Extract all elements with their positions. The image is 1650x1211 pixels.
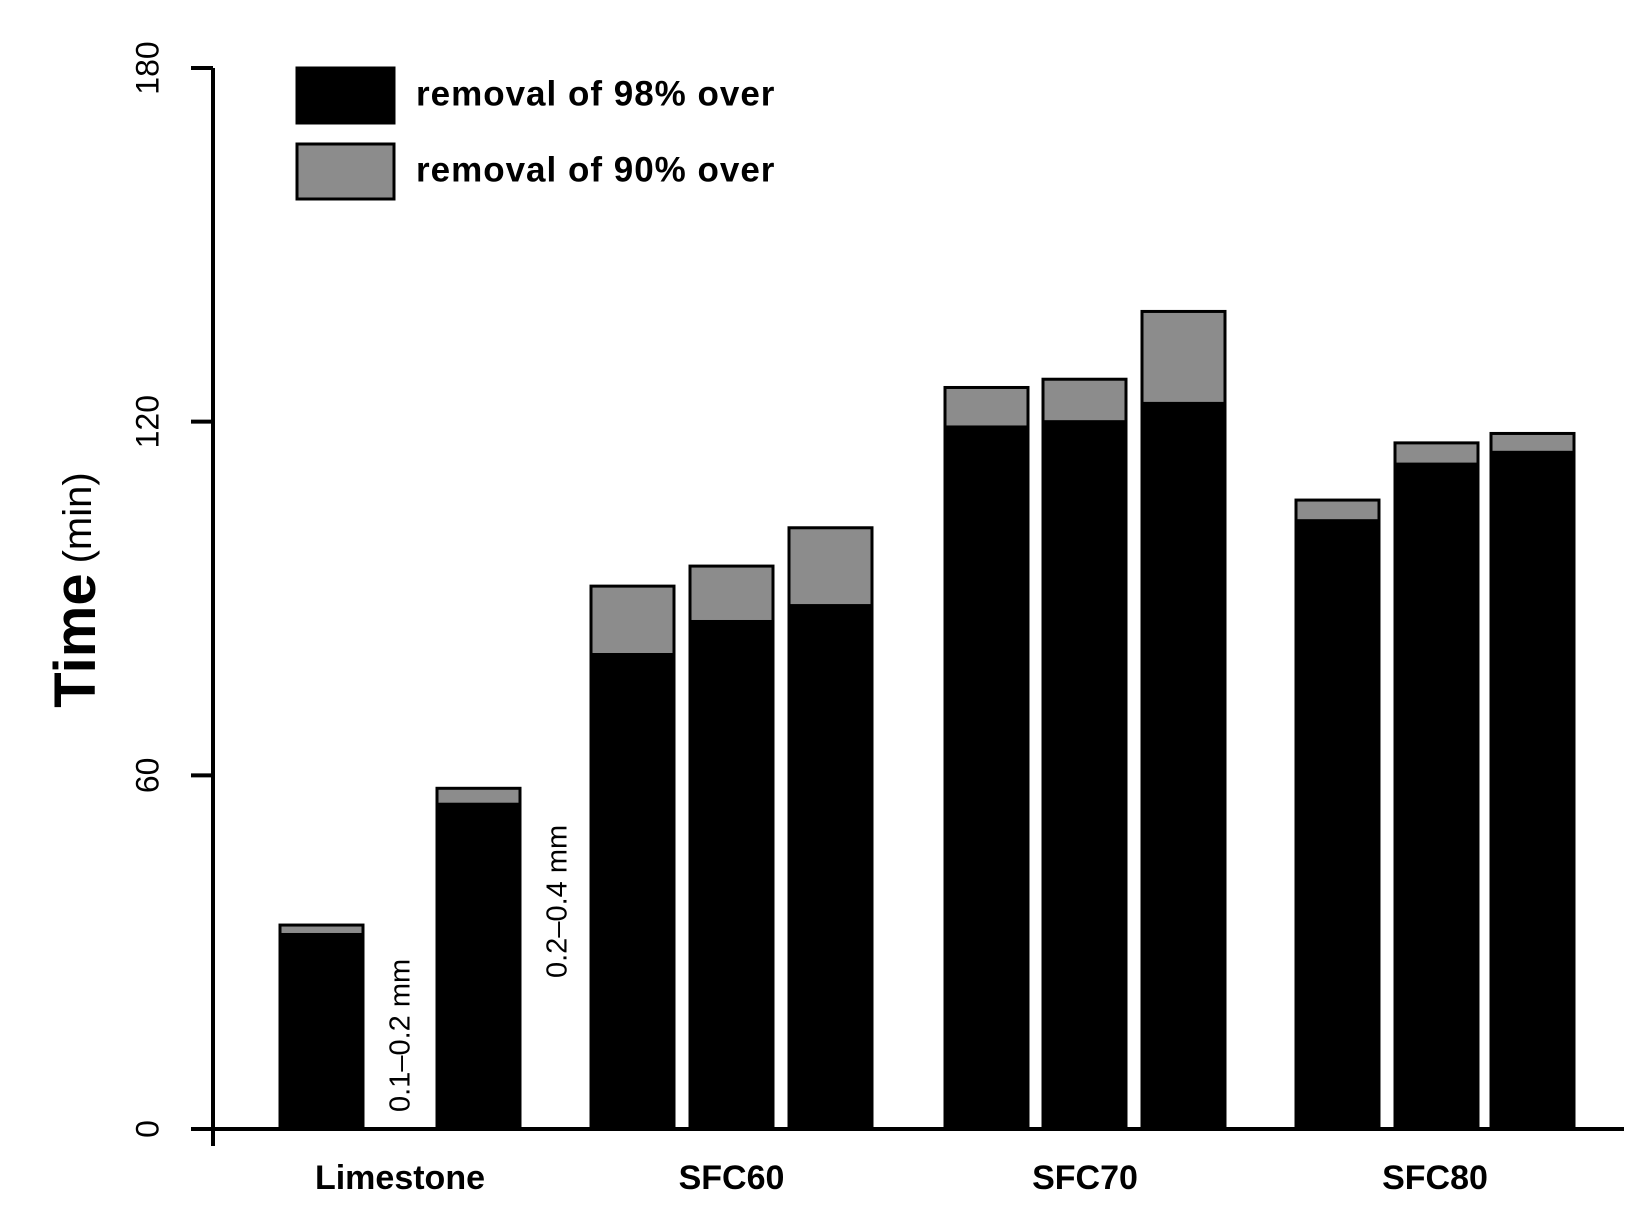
bar-segment xyxy=(1140,309,1227,405)
bar-segment xyxy=(1140,401,1227,1131)
y-axis-label: Time (min) xyxy=(43,472,108,707)
bar-segment xyxy=(1294,519,1381,1131)
bar-segment xyxy=(435,802,522,1131)
bar-segment xyxy=(787,526,874,608)
bar-segment xyxy=(1294,498,1381,523)
y-tick-label: 180 xyxy=(129,41,165,94)
x-tick-label: SFC80 xyxy=(1382,1159,1488,1197)
bar-segment xyxy=(1041,420,1128,1131)
bar-segment xyxy=(589,652,676,1131)
bar-segment xyxy=(688,619,775,1131)
bar-segment xyxy=(688,564,775,623)
bar-segment xyxy=(1489,431,1576,454)
bar-segment xyxy=(278,923,365,936)
x-tick-label: SFC60 xyxy=(679,1159,785,1197)
y-label-main: Time xyxy=(43,573,108,707)
y-tick-label: 120 xyxy=(129,395,165,448)
legend-label: removal of 98% over xyxy=(416,74,775,113)
bar-segment xyxy=(787,604,874,1131)
y-tick-label: 0 xyxy=(129,1120,165,1138)
legend-label: removal of 90% over xyxy=(416,150,775,189)
x-tick-label: SFC70 xyxy=(1032,1159,1138,1197)
y-label-unit: (min) xyxy=(56,472,100,563)
bar-segment xyxy=(1489,450,1576,1131)
x-tick-label: Limestone xyxy=(315,1159,485,1197)
legend-swatch xyxy=(295,66,396,125)
annotation: 0.2–0.4 mm xyxy=(542,825,574,978)
legend-swatch xyxy=(295,142,396,201)
annotation: 0.1–0.2 mm xyxy=(385,959,417,1112)
bar-segment xyxy=(435,786,522,806)
bar-segment xyxy=(589,584,676,656)
bar-segment xyxy=(1393,441,1480,466)
bar-segment xyxy=(1041,377,1128,424)
bar-segment xyxy=(943,425,1030,1131)
bar-segment xyxy=(1393,462,1480,1131)
y-tick-label: 60 xyxy=(129,758,165,794)
bar-segment xyxy=(278,932,365,1131)
bar-segment xyxy=(943,385,1030,429)
